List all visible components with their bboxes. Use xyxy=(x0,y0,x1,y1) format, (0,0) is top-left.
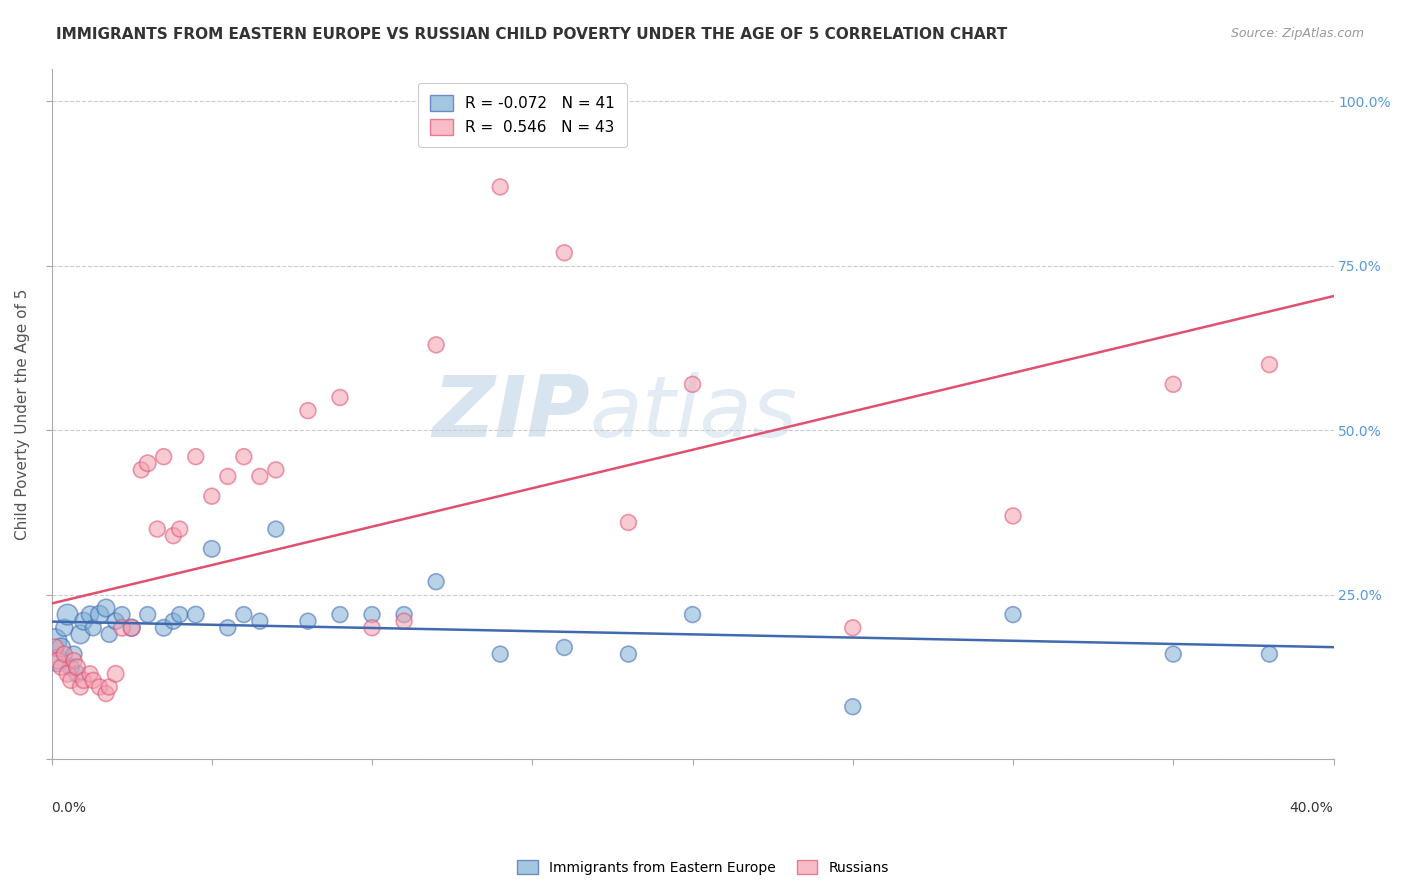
Point xyxy=(425,574,447,589)
Point xyxy=(152,621,174,635)
Point xyxy=(111,607,134,622)
Point xyxy=(136,456,159,470)
Point xyxy=(361,607,384,622)
Point xyxy=(49,640,72,655)
Point xyxy=(79,607,101,622)
Point xyxy=(297,614,319,628)
Point xyxy=(682,377,704,392)
Text: atlas: atlas xyxy=(591,373,799,456)
Point xyxy=(329,391,352,405)
Point xyxy=(392,614,415,628)
Point xyxy=(617,516,640,530)
Text: 0.0%: 0.0% xyxy=(52,801,87,814)
Point xyxy=(1001,607,1024,622)
Point xyxy=(184,607,207,622)
Point xyxy=(111,621,134,635)
Point xyxy=(104,614,127,628)
Point xyxy=(232,607,254,622)
Point xyxy=(94,687,117,701)
Point xyxy=(121,621,143,635)
Point xyxy=(553,245,575,260)
Point xyxy=(72,673,94,688)
Point xyxy=(121,621,143,635)
Point xyxy=(201,489,224,503)
Legend: R = -0.072   N = 41, R =  0.546   N = 43: R = -0.072 N = 41, R = 0.546 N = 43 xyxy=(418,83,627,147)
Legend: Immigrants from Eastern Europe, Russians: Immigrants from Eastern Europe, Russians xyxy=(512,855,894,880)
Point xyxy=(249,469,271,483)
Point xyxy=(297,403,319,417)
Point xyxy=(489,180,512,194)
Point xyxy=(169,607,191,622)
Point xyxy=(162,614,184,628)
Point xyxy=(1258,647,1281,661)
Point xyxy=(63,647,86,661)
Point xyxy=(1161,647,1184,661)
Point xyxy=(82,673,104,688)
Point xyxy=(136,607,159,622)
Text: Source: ZipAtlas.com: Source: ZipAtlas.com xyxy=(1230,27,1364,40)
Point xyxy=(329,607,352,622)
Point xyxy=(264,522,287,536)
Point xyxy=(46,654,69,668)
Text: 40.0%: 40.0% xyxy=(1289,801,1333,814)
Point xyxy=(169,522,191,536)
Point xyxy=(94,601,117,615)
Point xyxy=(72,614,94,628)
Point xyxy=(553,640,575,655)
Point xyxy=(46,654,69,668)
Point xyxy=(66,666,89,681)
Point xyxy=(217,621,239,635)
Point xyxy=(392,607,415,622)
Point xyxy=(69,680,91,694)
Point xyxy=(184,450,207,464)
Point xyxy=(264,463,287,477)
Point xyxy=(98,627,121,641)
Point xyxy=(842,621,865,635)
Point xyxy=(59,673,82,688)
Point xyxy=(89,680,111,694)
Point xyxy=(361,621,384,635)
Point xyxy=(201,541,224,556)
Point xyxy=(217,469,239,483)
Point xyxy=(98,680,121,694)
Point xyxy=(79,666,101,681)
Point xyxy=(104,666,127,681)
Point xyxy=(44,640,66,655)
Text: ZIP: ZIP xyxy=(432,373,591,456)
Point xyxy=(1161,377,1184,392)
Point xyxy=(56,666,79,681)
Point xyxy=(489,647,512,661)
Point xyxy=(129,463,152,477)
Point xyxy=(162,529,184,543)
Point xyxy=(49,660,72,674)
Point xyxy=(89,607,111,622)
Point xyxy=(146,522,169,536)
Point xyxy=(682,607,704,622)
Point xyxy=(152,450,174,464)
Point xyxy=(53,647,76,661)
Point xyxy=(66,660,89,674)
Text: IMMIGRANTS FROM EASTERN EUROPE VS RUSSIAN CHILD POVERTY UNDER THE AGE OF 5 CORRE: IMMIGRANTS FROM EASTERN EUROPE VS RUSSIA… xyxy=(56,27,1008,42)
Point xyxy=(69,627,91,641)
Y-axis label: Child Poverty Under the Age of 5: Child Poverty Under the Age of 5 xyxy=(15,288,30,540)
Point xyxy=(44,634,66,648)
Point xyxy=(82,621,104,635)
Point xyxy=(59,660,82,674)
Point xyxy=(53,621,76,635)
Point xyxy=(1258,358,1281,372)
Point xyxy=(63,654,86,668)
Point xyxy=(232,450,254,464)
Point xyxy=(56,607,79,622)
Point xyxy=(425,338,447,352)
Point xyxy=(249,614,271,628)
Point xyxy=(1001,508,1024,523)
Point xyxy=(842,699,865,714)
Point xyxy=(617,647,640,661)
